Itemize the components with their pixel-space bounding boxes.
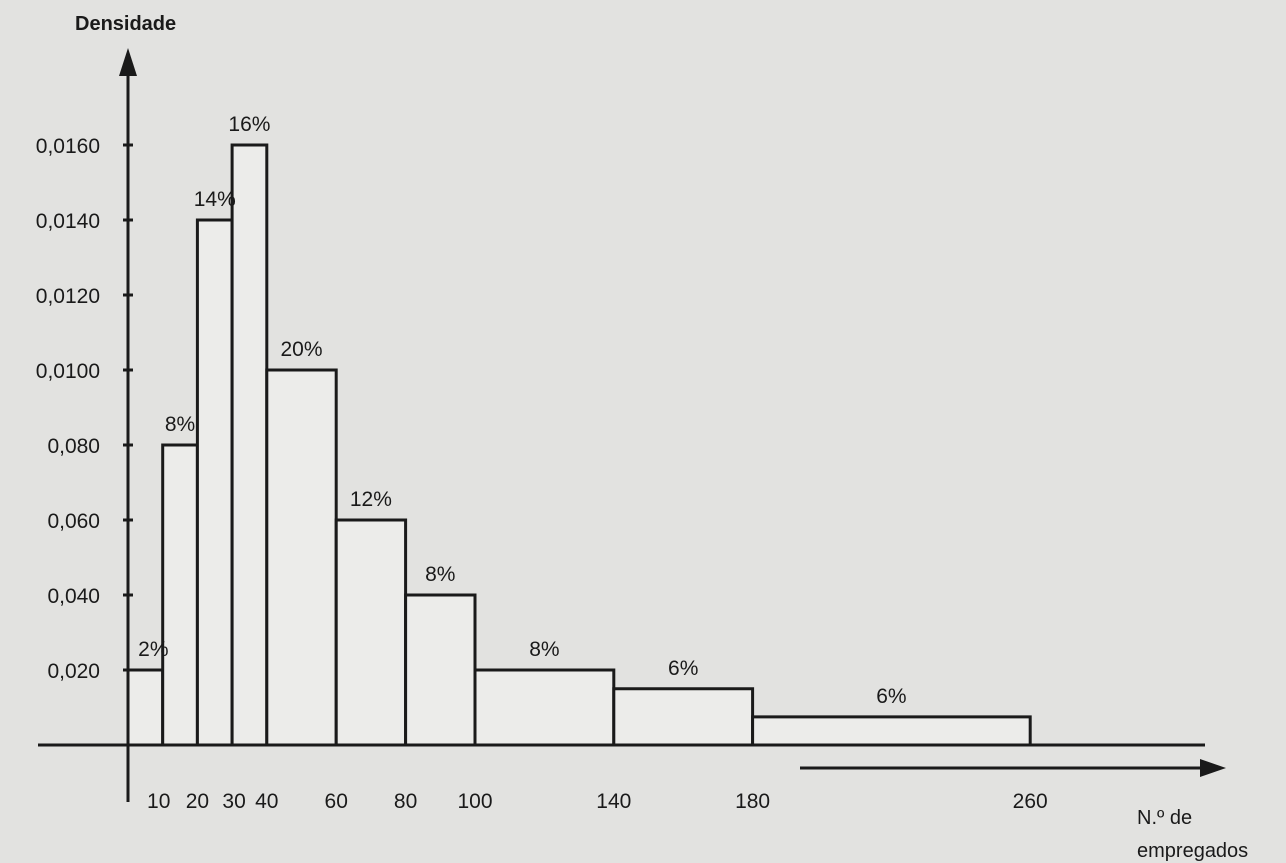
- percent-label: 8%: [165, 413, 195, 436]
- x-axis-arrowhead: [1200, 759, 1226, 777]
- y-tick-label: 0,0160: [36, 135, 100, 158]
- percent-label: 8%: [529, 638, 559, 661]
- percent-label: 6%: [668, 657, 698, 680]
- y-axis-arrowhead: [119, 48, 137, 76]
- x-tick-label: 60: [325, 790, 348, 813]
- histogram-bar: [230, 143, 269, 747]
- y-tick-label: 0,0100: [36, 360, 100, 383]
- y-tick-label: 0,0140: [36, 210, 100, 233]
- percent-label: 2%: [138, 638, 168, 661]
- histogram-bar: [612, 687, 755, 747]
- histogram-bar: [161, 443, 199, 747]
- y-tick-label: 0,020: [47, 660, 100, 683]
- percent-label: 12%: [350, 488, 392, 511]
- x-tick-label: 260: [1013, 790, 1048, 813]
- x-tick-label: 30: [222, 790, 245, 813]
- y-tick-label: 0,040: [47, 585, 100, 608]
- histogram-bar: [751, 715, 1032, 747]
- axes-group: [38, 48, 1226, 802]
- x-tick-label: 180: [735, 790, 770, 813]
- labels-group: 2% 8% 14% 16% 20% 12% 8% 8% 6% 6% 0,020 0,040 0,060 0…: [36, 13, 1248, 862]
- histogram-bar: [473, 668, 616, 747]
- percent-label: 20%: [280, 338, 322, 361]
- histogram-bar: [334, 518, 408, 747]
- x-tick-label: 20: [186, 790, 209, 813]
- bars-group: [126, 143, 1032, 747]
- x-tick-label: 100: [457, 790, 492, 813]
- x-tick-label: 140: [596, 790, 631, 813]
- percent-label: 6%: [876, 685, 906, 708]
- y-tick-label: 0,080: [47, 435, 100, 458]
- histogram-bar: [265, 368, 338, 747]
- x-tick-label: 10: [147, 790, 170, 813]
- x-axis-title: empregados: [1137, 840, 1248, 862]
- percent-label: 16%: [228, 113, 270, 136]
- percent-label: 8%: [425, 563, 455, 586]
- percent-label: 14%: [194, 188, 236, 211]
- y-tick-label: 0,060: [47, 510, 100, 533]
- y-tick-label: 0,0120: [36, 285, 100, 308]
- x-axis-title: N.º de: [1137, 807, 1192, 829]
- histogram-bar: [404, 593, 477, 747]
- x-tick-label: 40: [255, 790, 278, 813]
- histogram-bar: [126, 668, 165, 747]
- histogram-bar: [195, 218, 234, 747]
- y-axis-title: Densidade: [75, 13, 176, 35]
- x-tick-label: 80: [394, 790, 417, 813]
